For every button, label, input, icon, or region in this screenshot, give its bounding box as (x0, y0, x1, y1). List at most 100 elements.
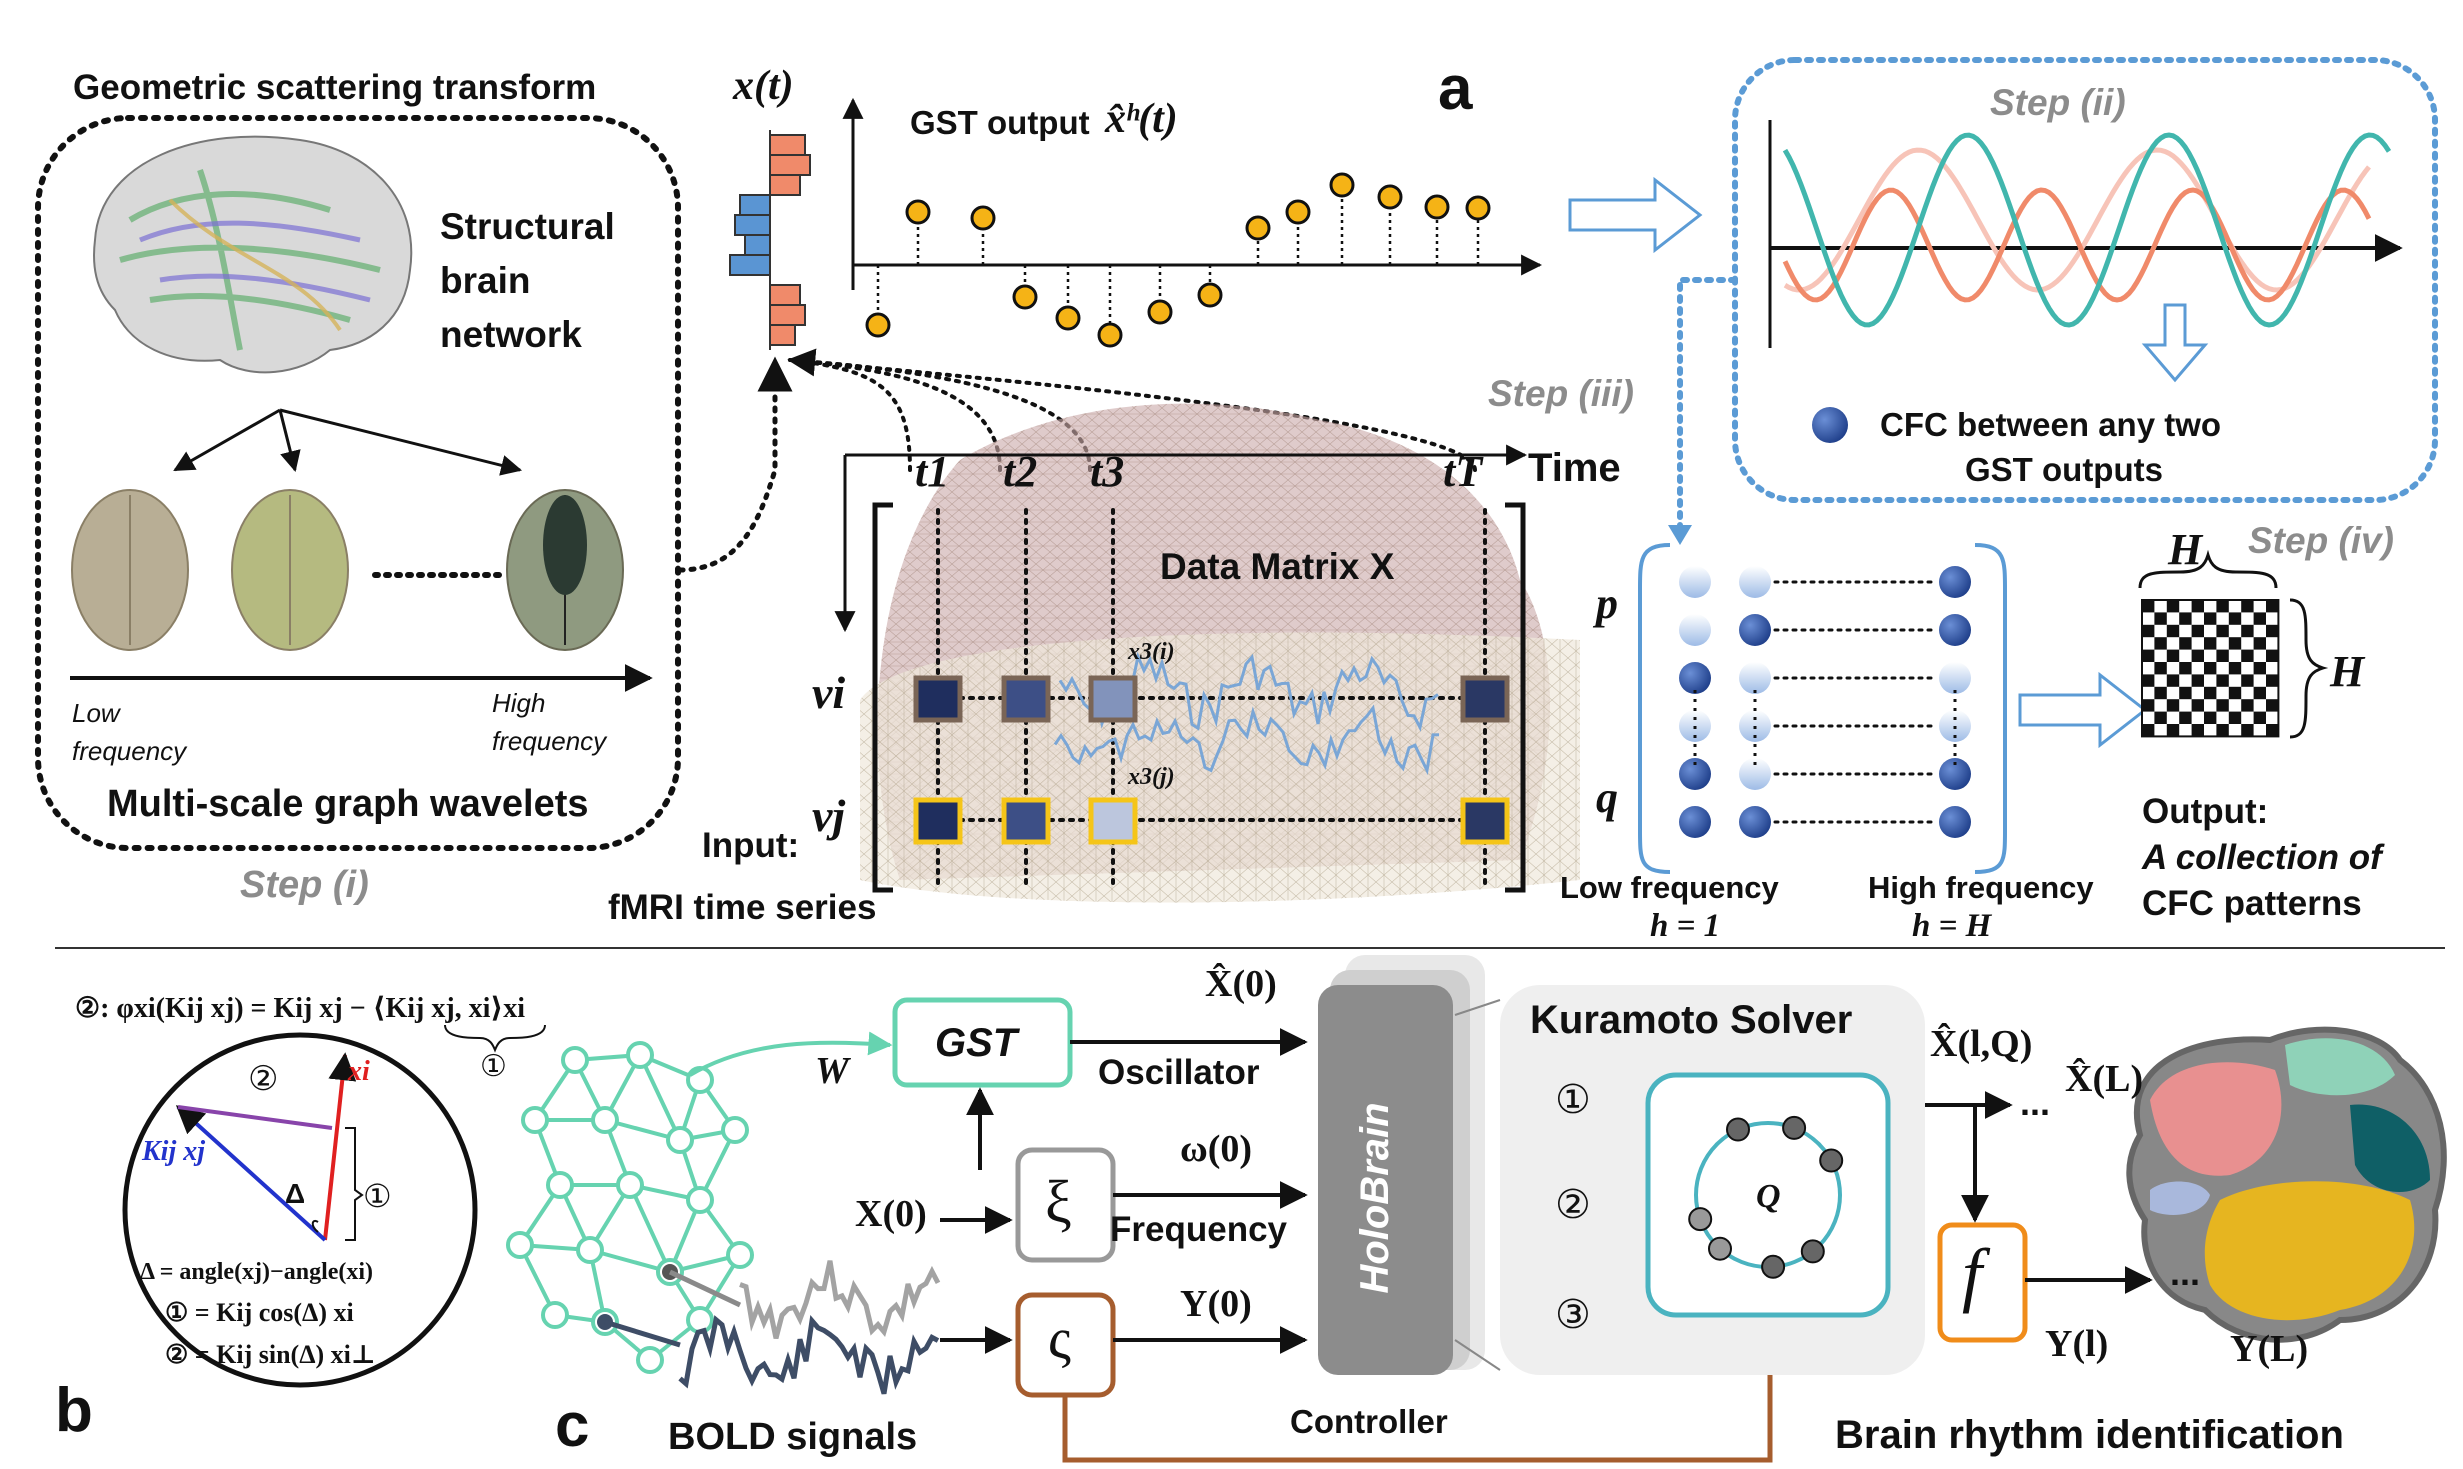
checker-cell (2142, 649, 2155, 662)
step-iii-arrowhead (1668, 525, 1692, 545)
gst-stem-dot (1097, 322, 1123, 348)
network-label-2: brain (440, 260, 531, 301)
checker-cell (2241, 600, 2254, 613)
checker-cell (2228, 612, 2242, 625)
xt-bars (729, 130, 811, 350)
checker-cell (2154, 662, 2167, 675)
vj-label: vj (812, 790, 846, 841)
checker-cell (2228, 711, 2242, 724)
gst-stem-dot (865, 312, 891, 338)
pq-node (1739, 566, 1771, 598)
omega0-label: ω(0) (1180, 1128, 1253, 1170)
kx-vector-label: Kij xj (142, 1136, 206, 1167)
H-brace-top (2138, 549, 2278, 589)
panel-c-label: c (555, 1391, 590, 1460)
checker-cell (2142, 674, 2155, 687)
checker-cell (2142, 724, 2155, 737)
cfc-label-1: CFC between any two (1880, 406, 2222, 443)
oscillator-dot (1819, 1148, 1844, 1173)
xt-label: x(t) (733, 63, 794, 109)
gst-output-label: GST output (910, 104, 1090, 141)
checker-cell (2204, 711, 2217, 724)
checker-cell (2266, 699, 2279, 712)
checker-cell (2191, 699, 2204, 712)
graph-node (726, 1241, 754, 1269)
frequency-label: Frequency (1110, 1210, 1287, 1249)
checker-cell (2154, 612, 2167, 625)
cfc-dot-icon (1812, 407, 1848, 443)
dots-bottom: ... (2170, 1252, 2201, 1293)
controller-feedback (1062, 1322, 1785, 1463)
checker-cell (2216, 624, 2229, 638)
high-freq-1: High (492, 688, 546, 718)
checker-cell (2191, 649, 2204, 662)
checker-cell (2204, 612, 2217, 625)
panel-a-label: a (1438, 54, 1473, 123)
q-label: q (1596, 773, 1618, 822)
gst-stem-dot (1147, 299, 1173, 325)
graph-node (666, 1126, 694, 1154)
kuramoto-inner-box (1645, 1072, 1891, 1318)
underbrace-circle1: ① (480, 1050, 507, 1083)
arrow-to-step-ii (1568, 176, 1703, 254)
graph-network (506, 1041, 754, 1374)
H-top-label: H (2168, 525, 2203, 574)
checker-cell (2216, 724, 2229, 737)
oscillator-label: Oscillator (1098, 1053, 1260, 1092)
graph-node (506, 1231, 534, 1259)
eq-underbrace (444, 1024, 546, 1053)
step-iii-label: Step (iii) (1488, 373, 1634, 414)
W-arrow (688, 1031, 893, 1077)
checker-cell (2253, 637, 2266, 650)
graph-node (626, 1041, 654, 1069)
circle1-label: ① (363, 1178, 392, 1214)
oscillator-dot (1726, 1117, 1750, 1142)
time-label: Time (1528, 446, 1621, 490)
checker-cell (2142, 624, 2155, 638)
H-right-label: H (2330, 647, 2365, 696)
cfc-label-2: GST outputs (1965, 451, 2163, 488)
y-l-label: Y(l) (2045, 1323, 2109, 1365)
checker-cell (2266, 624, 2279, 638)
pq-node (1739, 614, 1771, 646)
high-freq-label: High frequency (1868, 870, 2094, 905)
xi-vector-label: xi (348, 1056, 370, 1087)
checker-cell (2166, 674, 2180, 687)
graph-node (576, 1236, 604, 1264)
pq-node (1679, 566, 1711, 598)
signal-xj (1053, 704, 1440, 776)
zoom-line-top (1454, 999, 1501, 1016)
holobrain-label: HoloBrain (1353, 1102, 1397, 1294)
wave-salmon (1782, 187, 2372, 303)
bold-signal-dark (678, 1315, 940, 1395)
checker-cell (2266, 674, 2279, 687)
checker-cell (2241, 724, 2254, 737)
checker-cell (2142, 600, 2155, 613)
output-label-2: A collection of (2142, 838, 2382, 877)
gst-stem-dot (1055, 305, 1081, 331)
eq1-label: ① = Kij cos(Δ) xi (165, 1298, 354, 1327)
f-box-label: f (1962, 1234, 1983, 1314)
wavelet-brains (71, 489, 624, 651)
t3-label: t3 (1090, 447, 1125, 496)
graph-node (686, 1186, 714, 1214)
checker-cell (2154, 686, 2167, 700)
checker-cell (2241, 624, 2254, 638)
input-label-2: fMRI time series (608, 888, 877, 927)
checker-cell (2216, 649, 2229, 662)
xhat-L-label: X̂(L) (2065, 1058, 2144, 1100)
low-freq-2: frequency (72, 736, 187, 766)
kuramoto-step-3: ③ (1555, 1293, 1591, 1337)
gst-stems (865, 172, 1491, 348)
kuramoto-label: Kuramoto Solver (1530, 998, 1853, 1042)
checker-cell (2266, 649, 2279, 662)
wave-pink (1783, 147, 2371, 293)
checker-cell (2166, 624, 2180, 638)
h1-label: h = 1 (1650, 908, 1721, 944)
pq-node-matrix (1679, 566, 1971, 838)
checker-cell (2166, 600, 2180, 613)
checker-cell (2253, 711, 2266, 724)
checker-cell (2166, 724, 2180, 737)
checker-cell (2166, 649, 2180, 662)
gst-title: Geometric scattering transform (73, 68, 597, 107)
